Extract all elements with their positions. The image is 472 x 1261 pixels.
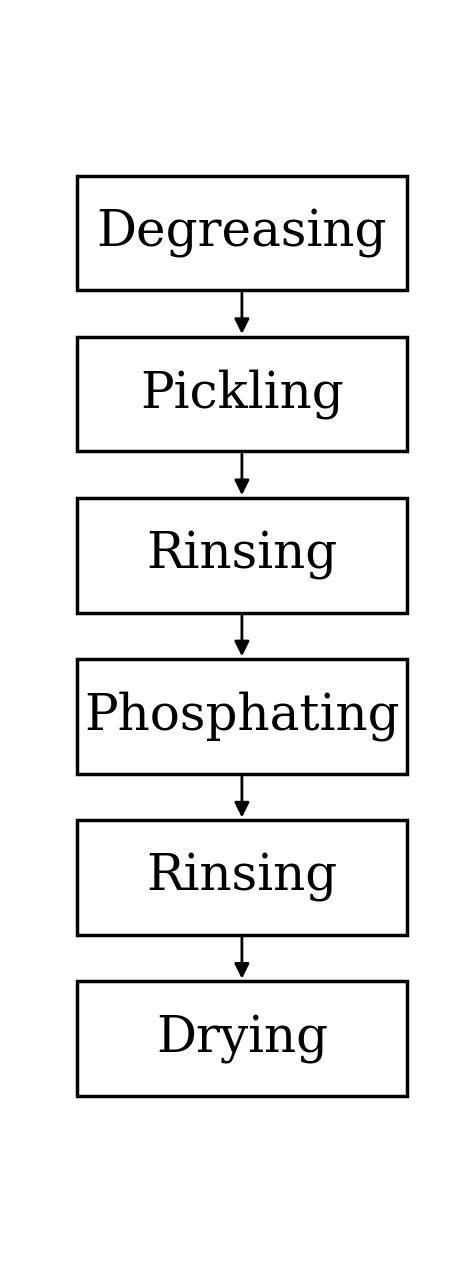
Text: Rinsing: Rinsing: [146, 531, 337, 580]
Bar: [77, 821, 406, 934]
Text: Drying: Drying: [156, 1014, 328, 1063]
Text: Pickling: Pickling: [140, 369, 344, 419]
Bar: [77, 175, 406, 290]
Text: Rinsing: Rinsing: [146, 852, 337, 903]
Bar: [77, 498, 406, 613]
Bar: [77, 337, 406, 451]
Bar: [77, 981, 406, 1096]
Text: Phosphating: Phosphating: [84, 691, 400, 741]
Text: Degreasing: Degreasing: [97, 208, 387, 257]
Bar: [77, 660, 406, 774]
